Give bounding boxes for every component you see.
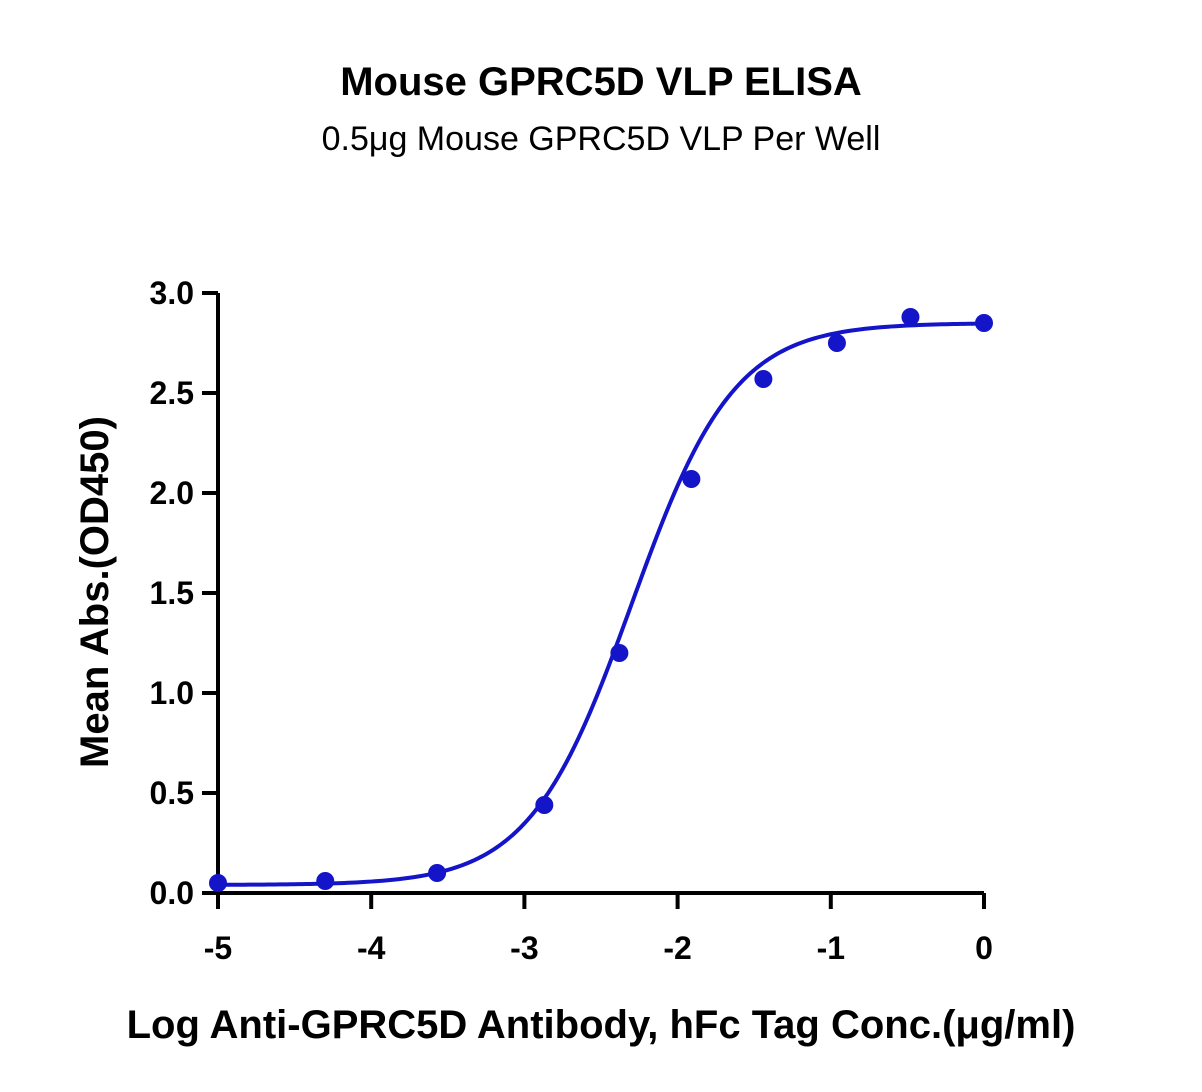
data-points-layer — [209, 308, 993, 892]
data-point — [827, 334, 846, 352]
x-tick-label: -3 — [510, 930, 538, 966]
data-point — [754, 370, 773, 388]
x-tick-label: -1 — [817, 930, 845, 966]
data-point — [428, 864, 447, 882]
y-axis: 0.0 0.5 1.0 1.5 2.0 2.5 3.0 — [150, 275, 220, 911]
x-tick-label: -2 — [663, 930, 691, 966]
y-tick-label: 2.5 — [150, 375, 194, 411]
x-tick-label: -5 — [204, 930, 232, 966]
y-tick-label: 1.0 — [150, 675, 194, 711]
x-axis: -5 -4 -3 -2 -1 0 — [204, 891, 993, 966]
x-tick-label: -4 — [357, 930, 386, 966]
x-axis-label: Log Anti-GPRC5D Antibody, hFc Tag Conc.(… — [127, 1003, 1076, 1047]
data-point — [209, 874, 227, 892]
chart-subtitle: 0.5μg Mouse GPRC5D VLP Per Well — [322, 120, 881, 158]
chart-title: Mouse GPRC5D VLP ELISA — [340, 60, 862, 104]
data-point — [316, 872, 335, 890]
data-point — [610, 644, 629, 662]
data-point — [901, 308, 920, 326]
fit-curve — [217, 321, 985, 887]
y-tick-label: 3.0 — [150, 275, 194, 311]
y-tick-label: 2.0 — [150, 475, 194, 511]
y-tick-label: 1.5 — [150, 575, 194, 611]
data-point — [975, 314, 993, 332]
data-point — [535, 796, 554, 814]
y-axis-label: Mean Abs.(OD450) — [73, 416, 117, 768]
y-tick-label: 0.5 — [150, 775, 194, 811]
x-tick-label: 0 — [975, 930, 993, 966]
fit-curve-layer — [217, 321, 985, 887]
data-point — [682, 470, 701, 488]
y-tick-label: 0.0 — [150, 875, 194, 911]
